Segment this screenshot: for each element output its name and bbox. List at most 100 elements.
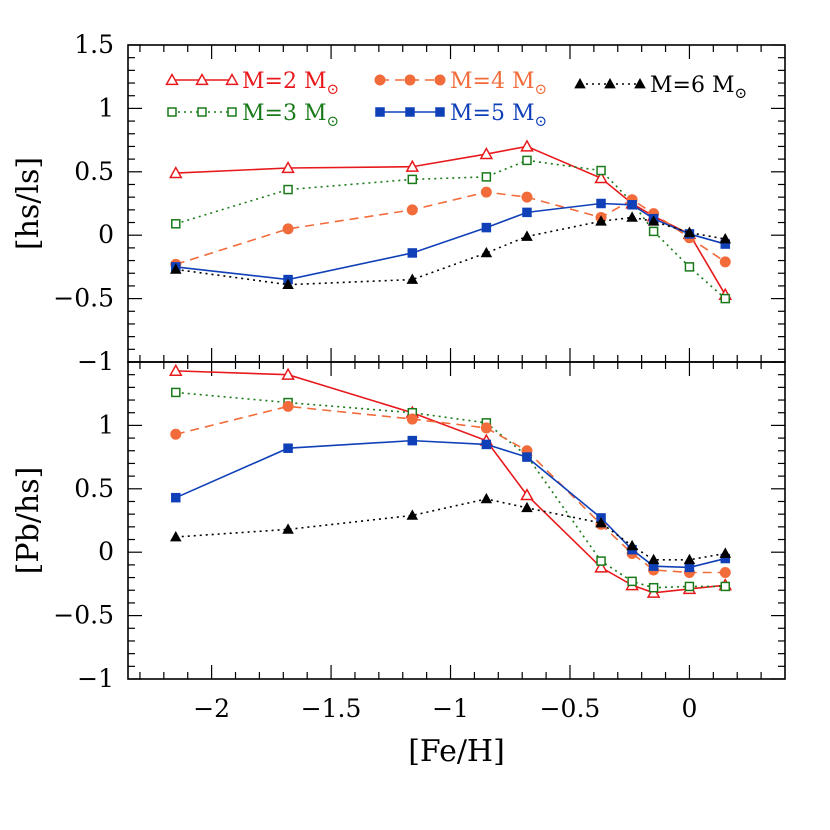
point-M3 — [684, 262, 695, 272]
x-tick-label: −1.5 — [301, 694, 362, 723]
y-tick-label: −1 — [77, 664, 114, 693]
point-M6 — [626, 539, 638, 551]
legend-label-M5: M=5 M⊙ — [450, 101, 547, 130]
series-line-M5 — [175, 202, 726, 281]
point-M2 — [405, 159, 420, 172]
point-M6 — [282, 523, 294, 534]
point-M4 — [406, 204, 418, 216]
point-M3 — [171, 219, 181, 229]
legend-label-M2: M=2 M⊙ — [242, 69, 339, 98]
point-M3 — [648, 226, 659, 237]
legend-marker-M3 — [197, 107, 207, 117]
legend-marker-M4 — [374, 74, 386, 86]
point-M2 — [169, 166, 183, 179]
legend-marker-M5 — [375, 107, 385, 117]
point-M4 — [282, 223, 294, 235]
point-M5 — [522, 452, 532, 462]
point-M6 — [282, 278, 294, 290]
point-M6 — [170, 530, 182, 542]
point-M2 — [520, 488, 534, 501]
point-M3 — [627, 576, 637, 587]
point-M3 — [720, 581, 731, 592]
point-M4 — [719, 566, 731, 578]
x-tick-label: −2 — [193, 694, 230, 723]
x-tick-label: 0 — [681, 694, 697, 723]
point-M3 — [720, 293, 731, 304]
y-axis-title: [hs/ls] — [11, 157, 46, 250]
point-M6 — [480, 246, 493, 258]
point-M6 — [595, 516, 607, 528]
point-M6 — [626, 211, 638, 222]
y-tick-label: −0.5 — [53, 601, 114, 630]
point-M6 — [406, 273, 419, 284]
point-M3 — [648, 582, 659, 593]
series-M6 — [170, 492, 732, 565]
point-M3 — [596, 556, 606, 566]
point-M3 — [407, 174, 418, 185]
x-axis-title: [Fe/H] — [408, 734, 505, 769]
legend-marker-M2 — [225, 72, 239, 86]
legend-label-M6: M=6 M⊙ — [650, 73, 747, 102]
point-M5 — [481, 222, 492, 233]
point-M6 — [647, 215, 660, 226]
point-M6 — [480, 492, 493, 504]
legend-marker-M2 — [165, 72, 179, 86]
point-M4 — [170, 428, 182, 440]
y-axis-title: [Pb/hs] — [11, 467, 46, 575]
series-line-M2 — [175, 145, 726, 296]
point-M4 — [282, 400, 294, 412]
point-M4 — [480, 186, 492, 198]
legend-marker-M5 — [405, 107, 415, 117]
point-M3 — [283, 184, 293, 195]
point-M2 — [169, 363, 183, 377]
y-tick-label: 1.5 — [74, 30, 114, 59]
panel-2: −1 −0.5 0 0.5 1 −2 −1.5 −1 −0.5 0 [Pb/hs] [Fe/H] — [11, 361, 786, 769]
point-M3 — [171, 387, 181, 398]
y-tick-label: −1 — [77, 347, 114, 376]
series-line-M3 — [175, 159, 726, 300]
point-M2 — [520, 139, 534, 152]
y-tick-label: 0.5 — [74, 157, 114, 186]
point-M5 — [171, 492, 181, 503]
panel-1: −1−0.500.511.5[hs/ls]M=2 M⊙M=3 M⊙M=4 M⊙M… — [11, 30, 786, 376]
legend-label-M3: M=3 M⊙ — [242, 101, 339, 130]
point-M3 — [481, 172, 492, 182]
legend-marker-M4 — [434, 74, 446, 86]
legend-marker-M6 — [574, 77, 586, 89]
legend-marker-M6 — [634, 77, 646, 89]
series-line-M3 — [175, 391, 726, 589]
point-M5 — [481, 439, 492, 450]
point-M6 — [719, 232, 732, 244]
series-line-M4 — [175, 405, 726, 574]
point-M6 — [683, 553, 696, 565]
legend-marker-M6 — [604, 77, 616, 89]
series-M5 — [171, 435, 731, 573]
point-M4 — [406, 413, 418, 425]
series-line-M6 — [175, 498, 726, 561]
series-M4 — [170, 186, 731, 270]
point-M6 — [521, 230, 533, 241]
y-tick-label: 0.5 — [74, 474, 114, 503]
point-M6 — [406, 509, 419, 520]
x-tick-label: −0.5 — [540, 694, 601, 723]
y-tick-label: 0 — [98, 537, 114, 566]
y-tick-label: −0.5 — [53, 284, 114, 313]
point-M4 — [719, 256, 731, 268]
point-M6 — [595, 215, 607, 226]
y-tick-label: 1 — [98, 410, 114, 439]
point-M5 — [407, 435, 418, 446]
point-M6 — [170, 263, 182, 274]
point-M5 — [283, 443, 293, 453]
series-line-M5 — [175, 439, 726, 569]
point-M2 — [281, 160, 295, 174]
point-M2 — [594, 560, 608, 573]
point-M3 — [684, 581, 695, 592]
y-tick-label: 0 — [98, 220, 114, 249]
y-tick-label: 1 — [98, 93, 114, 122]
point-M5 — [596, 198, 606, 209]
series-M3 — [171, 155, 731, 304]
point-M3 — [596, 165, 606, 176]
panel-2-frame — [127, 361, 786, 680]
legend: M=2 M⊙ M=3 M⊙ M=4 M⊙ M=5 M⊙ M=6 M⊙ — [165, 69, 747, 130]
